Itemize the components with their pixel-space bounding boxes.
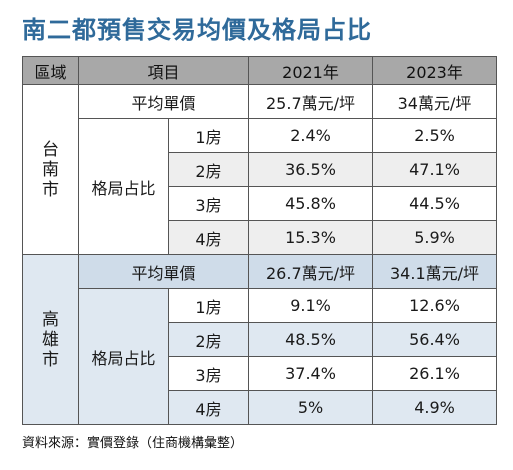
room-type: 2房: [167, 152, 250, 187]
header-2023: 2023年: [372, 56, 498, 85]
value-2023: 26.1%: [372, 356, 498, 391]
value-2021: 5%: [248, 390, 374, 425]
header-region: 區域: [22, 56, 79, 85]
value-2021: 2.4%: [248, 118, 374, 153]
header-row: 區域 項目 2021年 2023年: [22, 56, 498, 85]
avg-price-2021: 26.7萬元/坪: [248, 254, 374, 289]
avg-price-label: 平均單價: [77, 254, 250, 289]
region-kaohsiung: 高 雄 市: [22, 254, 79, 425]
value-2021: 9.1%: [248, 288, 374, 323]
table-row: 3房 45.8% 44.5%: [23, 186, 498, 221]
table-row: 格局占比 1房 9.1% 12.6%: [23, 288, 498, 425]
table-row: 3房 37.4% 26.1%: [23, 356, 498, 391]
value-2021: 45.8%: [248, 186, 374, 221]
avg-price-2021: 25.7萬元/坪: [248, 84, 374, 119]
header-item: 項目: [77, 56, 250, 85]
value-2021: 48.5%: [248, 322, 374, 357]
table-row: 4房 15.3% 5.9%: [23, 220, 498, 255]
region-tainan: 台 南 市: [22, 84, 79, 255]
value-2023: 4.9%: [372, 390, 498, 425]
price-layout-table: 區域 項目 2021年 2023年 台 南 市 平均單價 25.7萬元/坪 34…: [22, 56, 498, 425]
avg-price-2023: 34萬元/坪: [372, 84, 498, 119]
room-type: 1房: [167, 118, 250, 153]
value-2023: 44.5%: [372, 186, 498, 221]
layout-share-label: 格局占比: [78, 288, 169, 425]
table-row: 高 雄 市 平均單價 26.7萬元/坪 34.1萬元/坪: [22, 254, 498, 425]
value-2023: 12.6%: [372, 288, 498, 323]
table-row: 台 南 市 平均單價 25.7萬元/坪 34萬元/坪: [22, 84, 498, 255]
room-type: 4房: [167, 390, 250, 425]
value-2021: 15.3%: [248, 220, 374, 255]
value-2023: 5.9%: [372, 220, 498, 255]
avg-price-label: 平均單價: [77, 84, 250, 119]
page-title: 南二都預售交易均價及格局占比: [22, 16, 372, 44]
table-row: 2房 36.5% 47.1%: [23, 152, 498, 187]
room-type: 2房: [167, 322, 250, 357]
layout-share-label: 格局占比: [78, 118, 169, 255]
table-row: 格局占比 1房 2.4% 2.5%: [23, 118, 498, 255]
source-note: 資料來源：實價登錄（住商機構彙整）: [22, 436, 244, 451]
room-type: 4房: [167, 220, 250, 255]
table-row: 4房 5% 4.9%: [23, 390, 498, 425]
value-2021: 36.5%: [248, 152, 374, 187]
avg-price-2023: 34.1萬元/坪: [372, 254, 498, 289]
room-type: 3房: [167, 356, 250, 391]
table-row: 2房 48.5% 56.4%: [23, 322, 498, 357]
value-2023: 47.1%: [372, 152, 498, 187]
room-type: 1房: [167, 288, 250, 323]
header-2021: 2021年: [248, 56, 374, 85]
room-type: 3房: [167, 186, 250, 221]
value-2023: 56.4%: [372, 322, 498, 357]
value-2023: 2.5%: [372, 118, 498, 153]
value-2021: 37.4%: [248, 356, 374, 391]
